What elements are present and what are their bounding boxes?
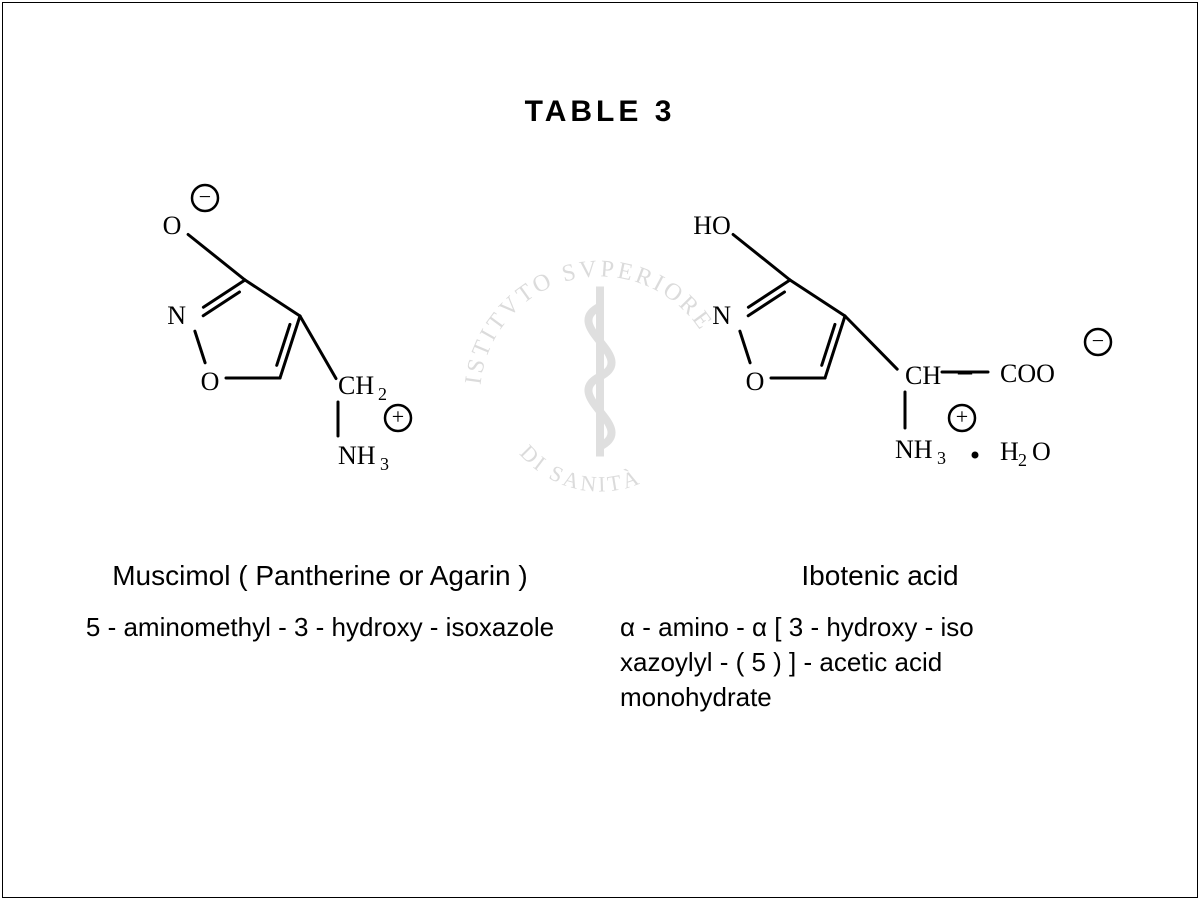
svg-text:HO: HO — [693, 211, 731, 240]
svg-text:3: 3 — [380, 454, 389, 474]
svg-text:+: + — [392, 404, 404, 429]
muscimol-name: Muscimol ( Pantherine or Agarin ) — [70, 560, 570, 592]
svg-text:O: O — [201, 367, 220, 396]
svg-text:–: – — [957, 356, 973, 387]
svg-text:−: − — [1092, 328, 1104, 353]
molecule-muscimol: ONO−CH2NH3+ — [163, 184, 411, 474]
ibotenic-chem-l3: monohydrate — [620, 682, 772, 712]
svg-text:2: 2 — [1018, 450, 1027, 470]
svg-text:NH: NH — [338, 441, 376, 470]
caption-left: Muscimol ( Pantherine or Agarin ) 5 - am… — [70, 560, 570, 645]
svg-text:−: − — [199, 184, 211, 209]
ibotenic-name: Ibotenic acid — [620, 560, 1140, 592]
svg-text:N: N — [167, 301, 186, 330]
svg-text:+: + — [956, 404, 968, 429]
svg-text:NH: NH — [895, 435, 933, 464]
svg-text:CH: CH — [338, 371, 374, 400]
svg-text:O: O — [746, 367, 765, 396]
muscimol-chem: 5 - aminomethyl - 3 - hydroxy - isoxazol… — [70, 610, 570, 645]
svg-text:O: O — [1032, 437, 1051, 466]
svg-text:CH: CH — [905, 361, 941, 390]
svg-text:O: O — [163, 211, 182, 240]
svg-text:2: 2 — [378, 384, 387, 404]
svg-text:COO: COO — [1000, 359, 1055, 388]
caption-right: Ibotenic acid α - amino - α [ 3 - hydrox… — [620, 560, 1140, 715]
molecule-ibotenic: ONHOCH–COO−NH3+H2O — [693, 211, 1111, 470]
structures-svg: ONO−CH2NH3+ ONHOCH–COO−NH3+H2O — [0, 0, 1200, 600]
ibotenic-chem-l2: xazoylyl - ( 5 ) ] - acetic acid — [620, 647, 942, 677]
ibotenic-chem-l1: α - amino - α [ 3 - hydroxy - iso — [620, 612, 974, 642]
svg-text:3: 3 — [937, 448, 946, 468]
ibotenic-chem: α - amino - α [ 3 - hydroxy - iso xazoyl… — [620, 610, 1140, 715]
svg-text:N: N — [712, 301, 731, 330]
svg-text:H: H — [1000, 437, 1019, 466]
